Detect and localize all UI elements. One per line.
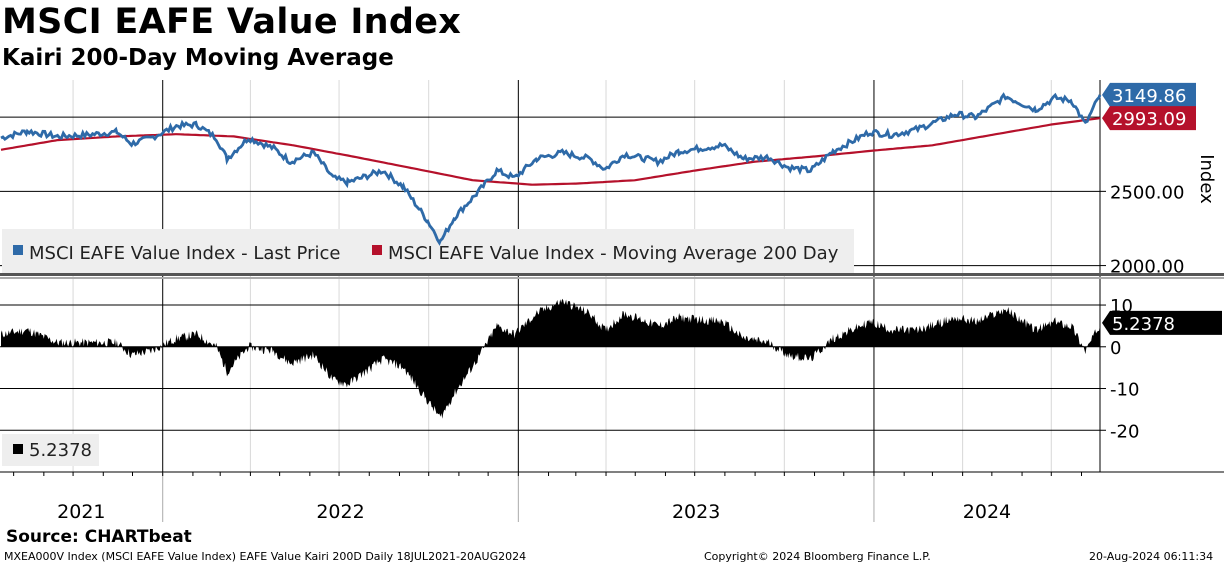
chart-title: MSCI EAFE Value Index — [2, 2, 462, 42]
last-value-tag-kairi: 5.2378 — [1102, 310, 1222, 335]
last-value-price: 3149.86 — [1112, 86, 1186, 107]
series-area-kairi — [1, 298, 1100, 419]
x-tick-label-2022: 2022 — [316, 501, 364, 523]
panel-separator — [0, 273, 1224, 276]
last-value-moving-average: 2993.09 — [1112, 109, 1186, 130]
top-tick-label-0: 2000.00 — [1110, 257, 1184, 278]
legend-swatch-kairi — [13, 444, 23, 454]
top-tick-label-1: 2500.00 — [1110, 182, 1184, 203]
footer-series-info: MXEA000V Index (MSCI EAFE Value Index) E… — [4, 550, 527, 563]
bottom-tick-label-3: -20 — [1110, 421, 1139, 442]
x-tick-label-2021: 2021 — [57, 501, 105, 523]
top-axis-ticks: 2000.00 2500.00 — [1100, 182, 1184, 278]
top-legend-box: MSCI EAFE Value Index - Last Price MSCI … — [2, 229, 854, 274]
panel-separator-shadow — [0, 277, 1224, 279]
legend-label-moving-average: MSCI EAFE Value Index - Moving Average 2… — [388, 243, 839, 264]
bottom-tick-label-1: 0 — [1110, 338, 1121, 359]
last-value-tag-price: 3149.86 — [1102, 82, 1196, 107]
x-tick-label-2023: 2023 — [672, 501, 720, 523]
footer-timestamp: 20-Aug-2024 06:11:34 — [1089, 550, 1214, 563]
y-axis-label-index: Index — [1196, 154, 1217, 204]
bottom-tick-label-2: -10 — [1110, 380, 1139, 401]
x-axis: 2021 2022 2023 2024 — [13, 472, 1082, 523]
legend-label-kairi: 5.2378 — [29, 440, 92, 461]
legend-swatch-price — [13, 245, 23, 255]
legend-swatch-moving-average — [372, 245, 382, 255]
last-value-tag-moving-average: 2993.09 — [1102, 106, 1196, 131]
bottom-legend-box: 5.2378 — [2, 434, 99, 466]
source-label: Source: CHARTbeat — [6, 527, 192, 547]
series-line-price — [0, 92, 1102, 246]
legend-label-price: MSCI EAFE Value Index - Last Price — [29, 243, 340, 264]
series-line-moving-average — [0, 117, 1101, 186]
footer-copyright: Copyright© 2024 Bloomberg Finance L.P. — [704, 550, 931, 563]
chart-subtitle: Kairi 200-Day Moving Average — [2, 45, 394, 71]
last-value-kairi: 5.2378 — [1112, 314, 1175, 335]
x-tick-label-2024: 2024 — [963, 501, 1011, 523]
